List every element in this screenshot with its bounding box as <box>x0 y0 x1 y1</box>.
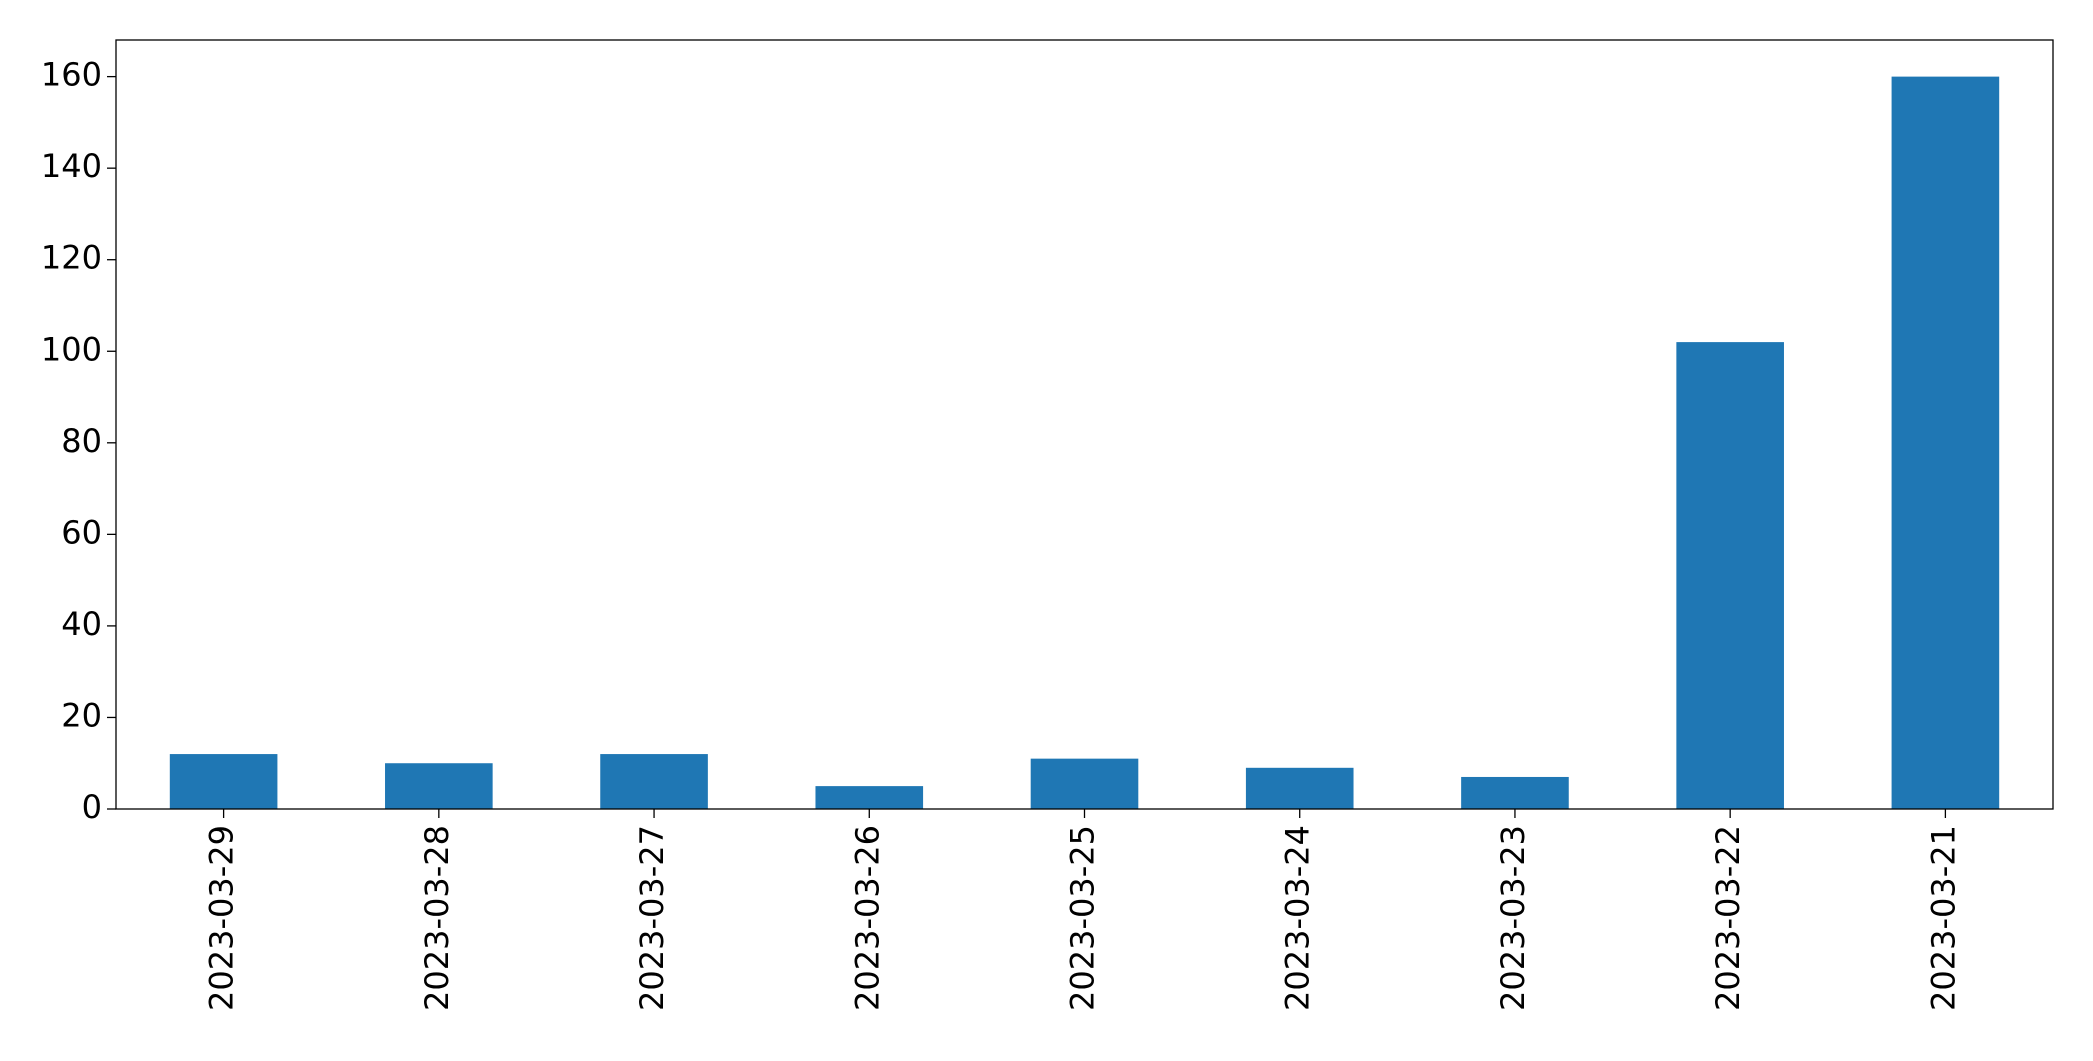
x-tick-label: 2023-03-23 <box>1494 825 1532 1011</box>
bar <box>385 763 493 809</box>
bar <box>1891 76 2000 810</box>
x-tick-label: 2023-03-29 <box>203 825 241 1011</box>
x-tick-label: 2023-03-24 <box>1279 825 1317 1011</box>
x-tick-label: 2023-03-27 <box>633 825 671 1011</box>
y-tick-label: 60 <box>61 513 102 551</box>
y-tick-label: 0 <box>82 788 102 826</box>
y-tick-label: 100 <box>41 330 102 368</box>
y-tick-label: 40 <box>61 605 102 643</box>
bar <box>1030 758 1139 809</box>
x-tick-label: 2023-03-28 <box>418 825 456 1011</box>
y-tick-label: 80 <box>61 422 102 460</box>
bar <box>815 786 924 809</box>
bar <box>169 754 278 809</box>
x-tick-label: 2023-03-22 <box>1709 825 1747 1011</box>
y-tick-label: 160 <box>41 56 102 94</box>
y-tick-label: 120 <box>41 239 102 277</box>
x-tick-label: 2023-03-25 <box>1064 825 1102 1011</box>
x-tick-label: 2023-03-26 <box>848 825 886 1011</box>
x-tick-label: 2023-03-21 <box>1924 825 1962 1011</box>
bar <box>1676 342 1784 809</box>
y-tick-label: 140 <box>41 147 102 185</box>
bar <box>1461 776 1569 809</box>
bar <box>600 754 708 809</box>
plot-frame <box>115 39 2054 810</box>
bar <box>1245 767 1354 809</box>
y-tick-label: 20 <box>61 696 102 734</box>
